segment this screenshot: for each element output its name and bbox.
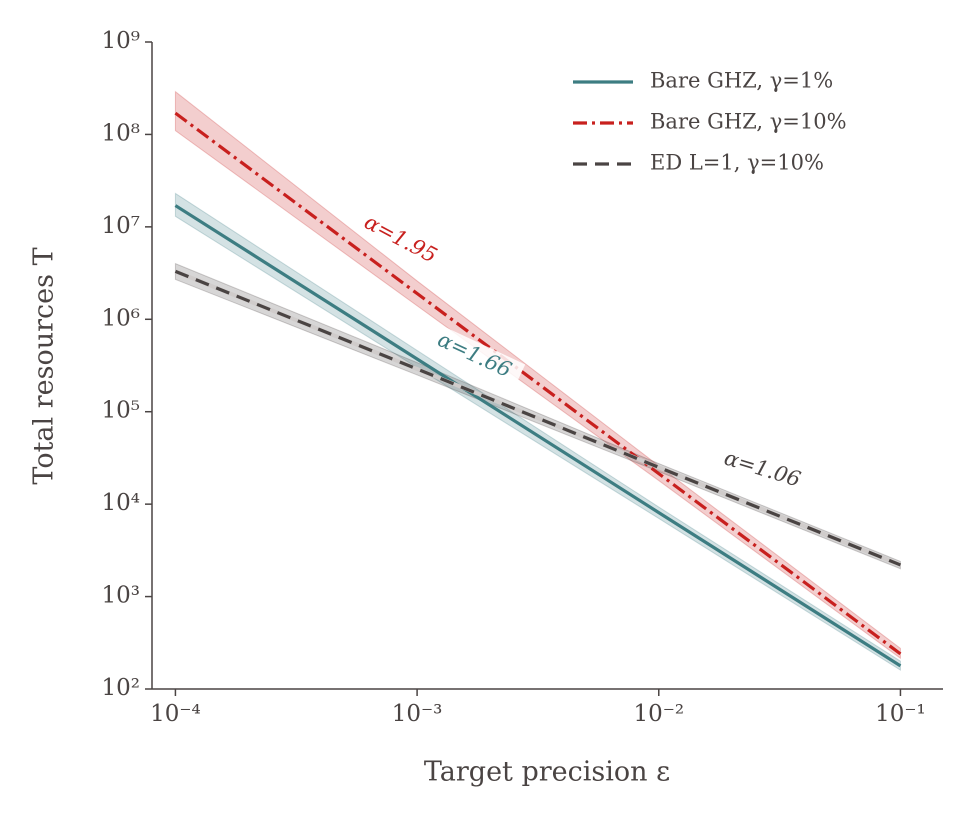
- legend-label: Bare GHZ, γ=10%: [650, 110, 847, 134]
- x-tick-label: 10⁻¹: [875, 701, 926, 727]
- y-tick-label: 10⁵: [102, 398, 141, 424]
- series-line: [174, 204, 902, 668]
- series-line: [174, 269, 902, 567]
- x-tick-label: 10⁻³: [392, 701, 443, 727]
- series-line: [174, 111, 902, 656]
- legend-label: ED L=1, γ=10%: [650, 151, 824, 175]
- y-tick-label: 10⁴: [102, 490, 141, 516]
- y-tick-label: 10⁹: [102, 28, 141, 54]
- annotation: α=1.06: [721, 446, 803, 492]
- x-tick-label: 10⁻²: [633, 701, 684, 727]
- legend-label: Bare GHZ, γ=1%: [650, 69, 833, 93]
- annotation-bg: [422, 322, 526, 390]
- annotation-text: α=1.06: [721, 446, 803, 492]
- y-axis-label: Total resources T: [29, 247, 60, 484]
- confidence-band: [174, 90, 901, 660]
- y-tick-label: 10²: [102, 675, 141, 701]
- x-axis-label: Target precision ε: [424, 757, 670, 788]
- y-tick-label: 10³: [102, 583, 141, 609]
- y-tick-label: 10⁸: [102, 120, 141, 146]
- y-tick-label: 10⁷: [102, 213, 141, 239]
- y-tick-label: 10⁶: [102, 305, 141, 331]
- x-tick-label: 10⁻⁴: [150, 701, 201, 727]
